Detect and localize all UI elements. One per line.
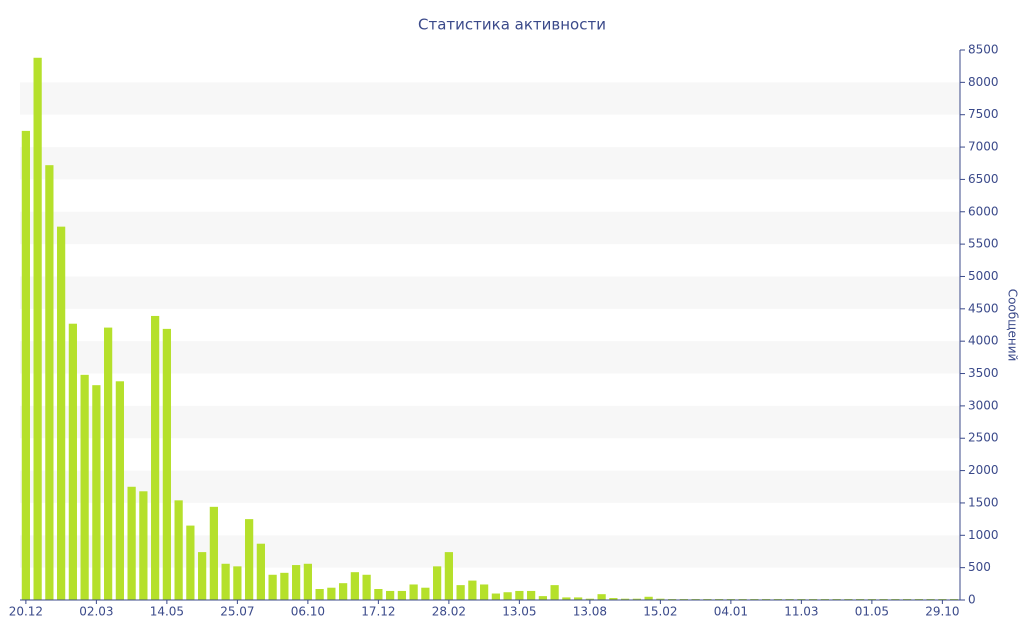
bar <box>468 580 477 600</box>
x-tick-label: 29.10 <box>925 605 959 619</box>
bar <box>33 57 42 600</box>
x-tick-label: 02.03 <box>79 605 113 619</box>
bar <box>198 552 207 600</box>
bar <box>68 323 77 600</box>
bar <box>268 574 277 600</box>
y-tick-label: 4000 <box>968 334 999 348</box>
bar <box>409 584 418 600</box>
bar <box>585 598 594 600</box>
y-tick-label: 3500 <box>968 366 999 380</box>
bar <box>292 565 301 600</box>
bar <box>421 587 430 600</box>
bar <box>327 587 336 600</box>
bar <box>280 572 289 600</box>
y-axis-label: Сообщений <box>1006 289 1020 362</box>
y-tick-label: 5500 <box>968 237 999 251</box>
bar <box>115 381 124 600</box>
grid-band <box>20 405 960 439</box>
y-tick-label: 7000 <box>968 140 999 154</box>
bar <box>656 598 665 600</box>
bar <box>527 590 536 600</box>
x-tick-label: 25.07 <box>220 605 254 619</box>
y-tick-label: 1000 <box>968 528 999 542</box>
chart-title: Статистика активности <box>418 16 606 34</box>
y-tick-label: 0 <box>968 593 976 607</box>
y-tick-label: 8500 <box>968 43 999 57</box>
y-tick-label: 6500 <box>968 172 999 186</box>
bar <box>597 594 606 600</box>
bar <box>256 543 265 600</box>
bar <box>574 597 583 600</box>
y-tick-label: 4500 <box>968 301 999 315</box>
bar <box>397 590 406 600</box>
y-tick-label: 500 <box>968 560 991 574</box>
x-tick-label: 17.12 <box>361 605 395 619</box>
bar <box>209 506 218 600</box>
grid-band <box>20 82 960 115</box>
bar <box>621 598 630 600</box>
x-tick-label: 01.05 <box>855 605 889 619</box>
x-tick-label: 28.02 <box>432 605 466 619</box>
grid-band <box>20 147 960 180</box>
bar <box>456 585 465 600</box>
x-tick-label: 14.05 <box>150 605 184 619</box>
grid-band <box>20 535 960 568</box>
bar <box>386 590 395 600</box>
y-tick-label: 6000 <box>968 204 999 218</box>
bar <box>644 596 653 600</box>
y-tick-label: 8000 <box>968 75 999 89</box>
bar <box>374 589 383 600</box>
bar <box>45 165 54 601</box>
bar <box>350 572 359 600</box>
x-tick-label: 06.10 <box>291 605 325 619</box>
bar <box>233 566 242 600</box>
bar <box>162 328 171 600</box>
bar <box>609 598 618 600</box>
grid-band <box>20 341 960 374</box>
grid-band <box>20 276 960 309</box>
y-tick-label: 2000 <box>968 463 999 477</box>
bar <box>174 500 183 600</box>
bar <box>503 592 512 600</box>
grid-band <box>20 211 960 245</box>
bar <box>550 585 559 600</box>
bar <box>186 525 195 600</box>
bar <box>57 226 66 600</box>
x-tick-label: 13.05 <box>502 605 536 619</box>
bar <box>315 589 324 600</box>
bar <box>92 385 101 600</box>
bar <box>491 593 500 600</box>
bar <box>362 574 371 600</box>
bar <box>480 584 489 600</box>
bar <box>245 519 254 600</box>
bar <box>433 566 442 600</box>
bar <box>339 583 348 600</box>
y-tick-label: 5000 <box>968 269 999 283</box>
bar <box>562 597 571 600</box>
bar <box>444 552 453 600</box>
bar <box>221 563 230 600</box>
y-tick-label: 1500 <box>968 495 999 509</box>
y-tick-label: 3000 <box>968 398 999 412</box>
x-tick-label: 15.02 <box>643 605 677 619</box>
y-tick-label: 7500 <box>968 107 999 121</box>
x-tick-label: 20.12 <box>9 605 43 619</box>
x-tick-label: 11.03 <box>784 605 818 619</box>
x-tick-label: 13.08 <box>573 605 607 619</box>
bar <box>538 596 547 600</box>
bar <box>632 598 641 600</box>
bar <box>151 315 160 600</box>
grid-band <box>20 470 960 503</box>
bar <box>104 327 113 600</box>
bar <box>515 590 524 600</box>
bar <box>80 374 89 600</box>
y-tick-label: 2500 <box>968 431 999 445</box>
bar <box>21 130 30 600</box>
bar <box>303 563 312 600</box>
bar <box>139 491 148 600</box>
bar <box>127 486 136 600</box>
x-tick-label: 04.01 <box>714 605 748 619</box>
